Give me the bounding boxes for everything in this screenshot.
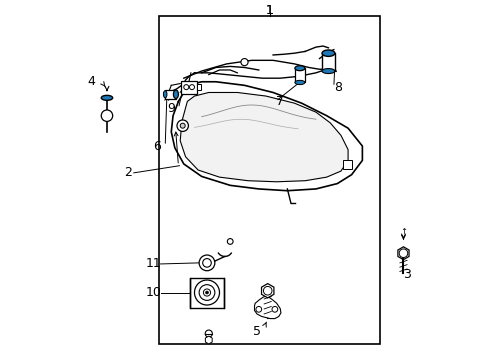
Circle shape [203,258,211,267]
Circle shape [241,59,247,66]
Bar [294,68,304,82]
Circle shape [177,120,188,131]
Circle shape [203,289,210,296]
Circle shape [199,255,214,271]
Polygon shape [254,296,281,319]
Text: 5: 5 [252,325,261,338]
Circle shape [398,249,407,257]
Polygon shape [180,93,347,182]
Circle shape [199,285,214,300]
Ellipse shape [294,66,304,71]
Circle shape [255,306,261,312]
Text: 1: 1 [265,4,273,17]
Text: 3: 3 [402,268,410,281]
Ellipse shape [173,90,178,99]
Circle shape [205,330,212,337]
Circle shape [263,287,271,295]
Ellipse shape [322,68,334,73]
Text: 7: 7 [276,95,284,108]
Circle shape [189,85,194,90]
Polygon shape [205,336,212,344]
Polygon shape [397,247,408,260]
Bar [322,53,334,71]
Text: 10: 10 [145,286,161,299]
Circle shape [194,280,219,305]
Text: 4: 4 [87,75,95,88]
Text: 11: 11 [145,257,161,270]
Ellipse shape [322,50,334,57]
Text: ↑: ↑ [399,227,406,236]
Circle shape [180,123,185,128]
Bar [165,90,176,99]
Ellipse shape [294,80,304,85]
Text: 2: 2 [124,166,132,179]
Ellipse shape [101,95,112,100]
Bar [159,16,380,344]
Circle shape [271,306,277,312]
Text: 1: 1 [265,4,273,17]
Bar [197,84,201,90]
Ellipse shape [163,91,166,98]
Circle shape [101,110,112,121]
Circle shape [227,239,233,244]
Polygon shape [261,284,273,298]
Bar [342,160,351,169]
Bar [189,278,224,307]
Circle shape [205,291,208,294]
Text: 9: 9 [167,102,175,115]
Bar [181,81,197,94]
Text: 6: 6 [153,140,161,153]
Text: 8: 8 [334,81,342,94]
Circle shape [183,85,188,90]
